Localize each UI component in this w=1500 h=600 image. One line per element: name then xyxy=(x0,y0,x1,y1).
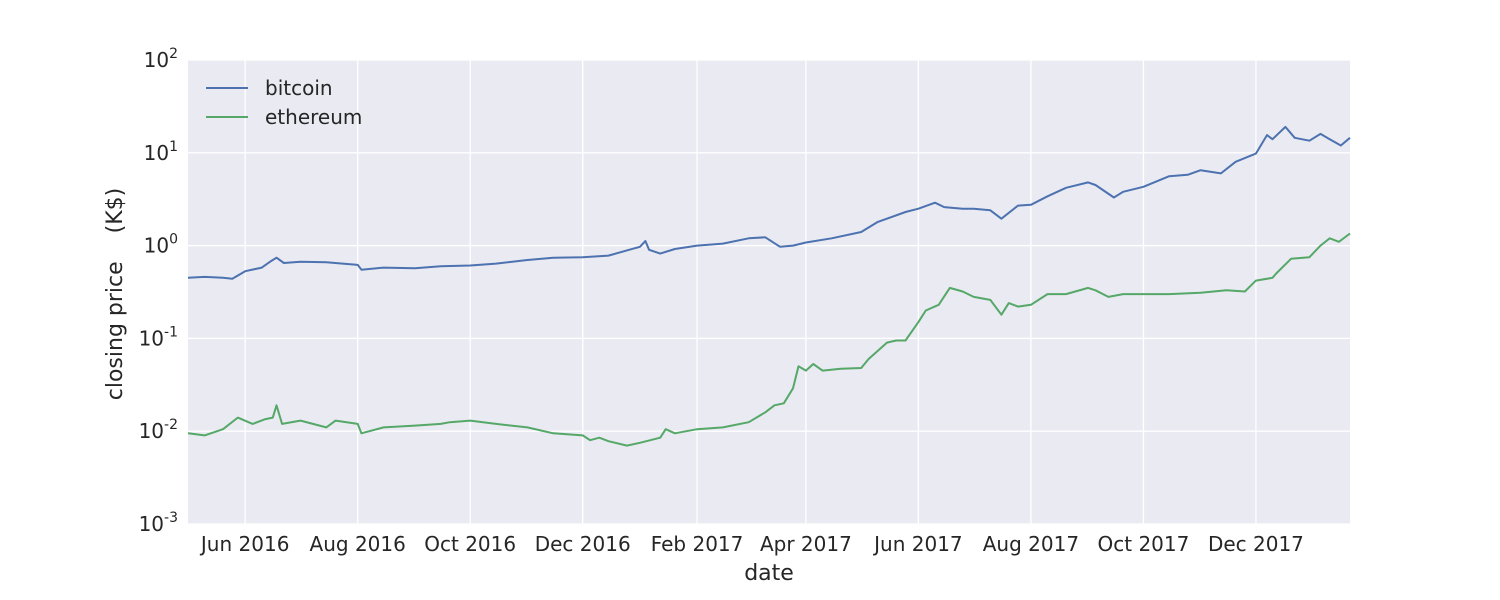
x-tick-label: Dec 2016 xyxy=(535,532,631,556)
legend: bitcoin ethereum xyxy=(206,76,362,129)
x-tick-label: Aug 2017 xyxy=(983,532,1079,556)
x-axis-ticks: Jun 2016 Aug 2016 Oct 2016 Dec 2016 Feb 2017… xyxy=(199,532,1304,556)
x-tick-label: Oct 2016 xyxy=(424,532,516,556)
y-tick-label: 10-1 xyxy=(139,324,178,350)
y-axis-label: closing price (K$) xyxy=(103,188,128,400)
x-tick-label: Jun 2017 xyxy=(872,532,963,556)
y-tick-label: 101 xyxy=(144,139,178,165)
y-tick-label: 10-3 xyxy=(139,510,178,536)
y-tick-label: 100 xyxy=(144,232,178,258)
legend-label-bitcoin: bitcoin xyxy=(265,76,333,100)
x-tick-label: Jun 2016 xyxy=(199,532,290,556)
x-tick-label: Dec 2017 xyxy=(1208,532,1304,556)
plot-area xyxy=(188,60,1350,524)
series-line-bitcoin xyxy=(187,125,1351,280)
x-axis-label: date xyxy=(744,561,794,586)
grid-lines xyxy=(188,59,1350,525)
y-tick-label: 102 xyxy=(144,46,178,72)
y-axis-ticks: 10-3 10-2 10-1 100 101 102 xyxy=(139,46,178,536)
x-tick-label: Aug 2016 xyxy=(310,532,406,556)
legend-label-ethereum: ethereum xyxy=(265,105,362,129)
x-tick-label: Feb 2017 xyxy=(651,532,744,556)
x-tick-label: Apr 2017 xyxy=(760,532,852,556)
series-line-ethereum xyxy=(187,232,1351,447)
x-tick-label: Oct 2017 xyxy=(1098,532,1190,556)
y-tick-label: 10-2 xyxy=(139,417,178,443)
series-lines xyxy=(187,125,1351,447)
